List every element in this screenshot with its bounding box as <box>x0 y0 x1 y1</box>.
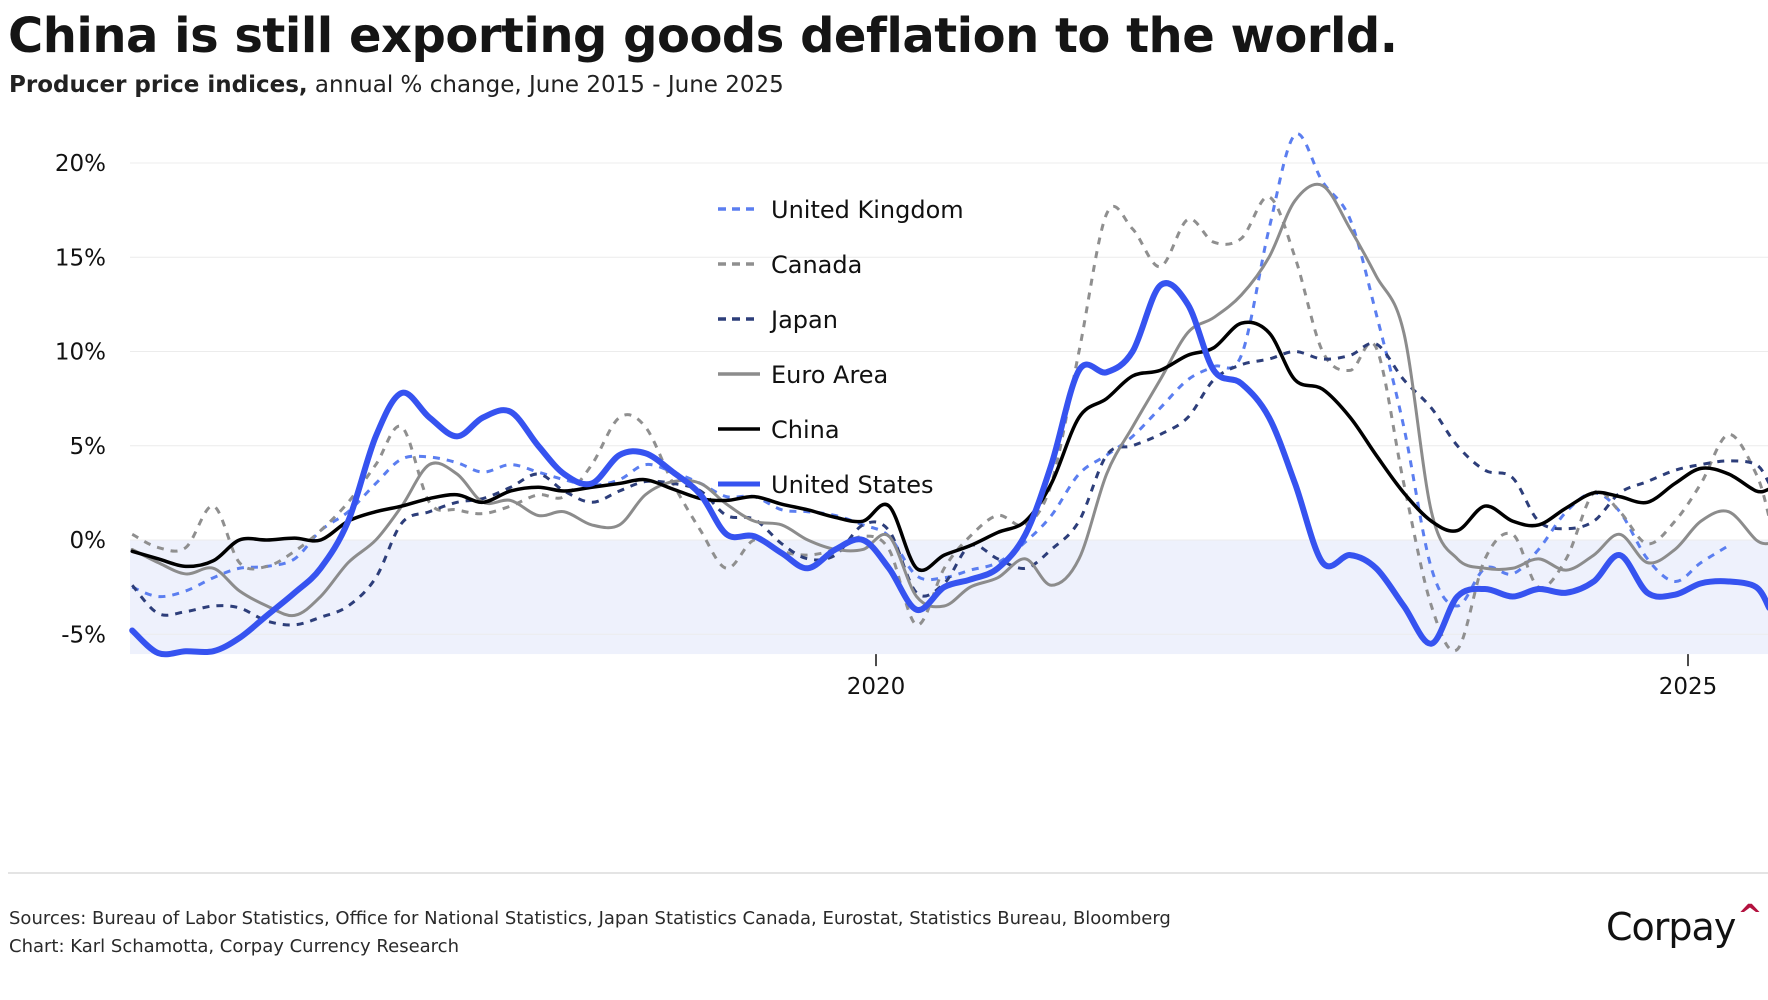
legend-label: Euro Area <box>771 361 888 389</box>
chart-subtitle: Producer price indices, annual % change,… <box>9 72 784 98</box>
sources-note: Sources: Bureau of Labor Statistics, Off… <box>9 908 1171 929</box>
chart-credit: Chart: Karl Schamotta, Corpay Currency R… <box>9 936 459 957</box>
legend: United Kingdom Canada Japan Euro Area China U… <box>718 196 964 499</box>
legend-label: Japan <box>769 306 838 334</box>
y-tick-label: 15% <box>55 245 106 271</box>
y-tick-label: 5% <box>70 434 107 460</box>
legend-label: United Kingdom <box>771 196 964 224</box>
y-axis: -5% 0% 5% 10% 15% 20% <box>55 151 106 648</box>
legend-label: China <box>771 416 840 444</box>
legend-label: Canada <box>771 251 862 279</box>
series-line-euro-area <box>130 182 1768 618</box>
logo-caret-icon: ^ <box>1737 899 1762 934</box>
chart-title: China is still exporting goods deflation… <box>8 8 1398 64</box>
series-line-china <box>130 320 1768 572</box>
series-lines <box>129 132 1768 658</box>
line-chart: -5% 0% 5% 10% 15% 20% 2020 2025 United Kingdom… <box>55 132 1768 700</box>
y-tick-label: 0% <box>70 528 107 554</box>
x-tick-label: 2020 <box>847 674 906 700</box>
y-tick-label: 10% <box>55 340 106 366</box>
x-axis: 2020 2025 <box>847 654 1718 700</box>
series-line-japan <box>131 341 1768 627</box>
series-line-united-states <box>129 280 1768 658</box>
x-tick-label: 2025 <box>1659 674 1718 700</box>
y-tick-label: -5% <box>61 622 106 648</box>
legend-label: United States <box>771 471 934 499</box>
subtitle-lead: Producer price indices, <box>9 72 308 98</box>
footer-divider <box>8 872 1768 874</box>
logo-wordmark: Corpay <box>1606 905 1736 949</box>
subtitle-detail: annual % change, June 2015 - June 2025 <box>307 72 784 98</box>
y-tick-label: 20% <box>55 151 106 177</box>
series-line-united-kingdom <box>131 132 1730 608</box>
corpay-logo: Corpay^ <box>1606 899 1762 949</box>
series-line-canada <box>131 195 1768 653</box>
